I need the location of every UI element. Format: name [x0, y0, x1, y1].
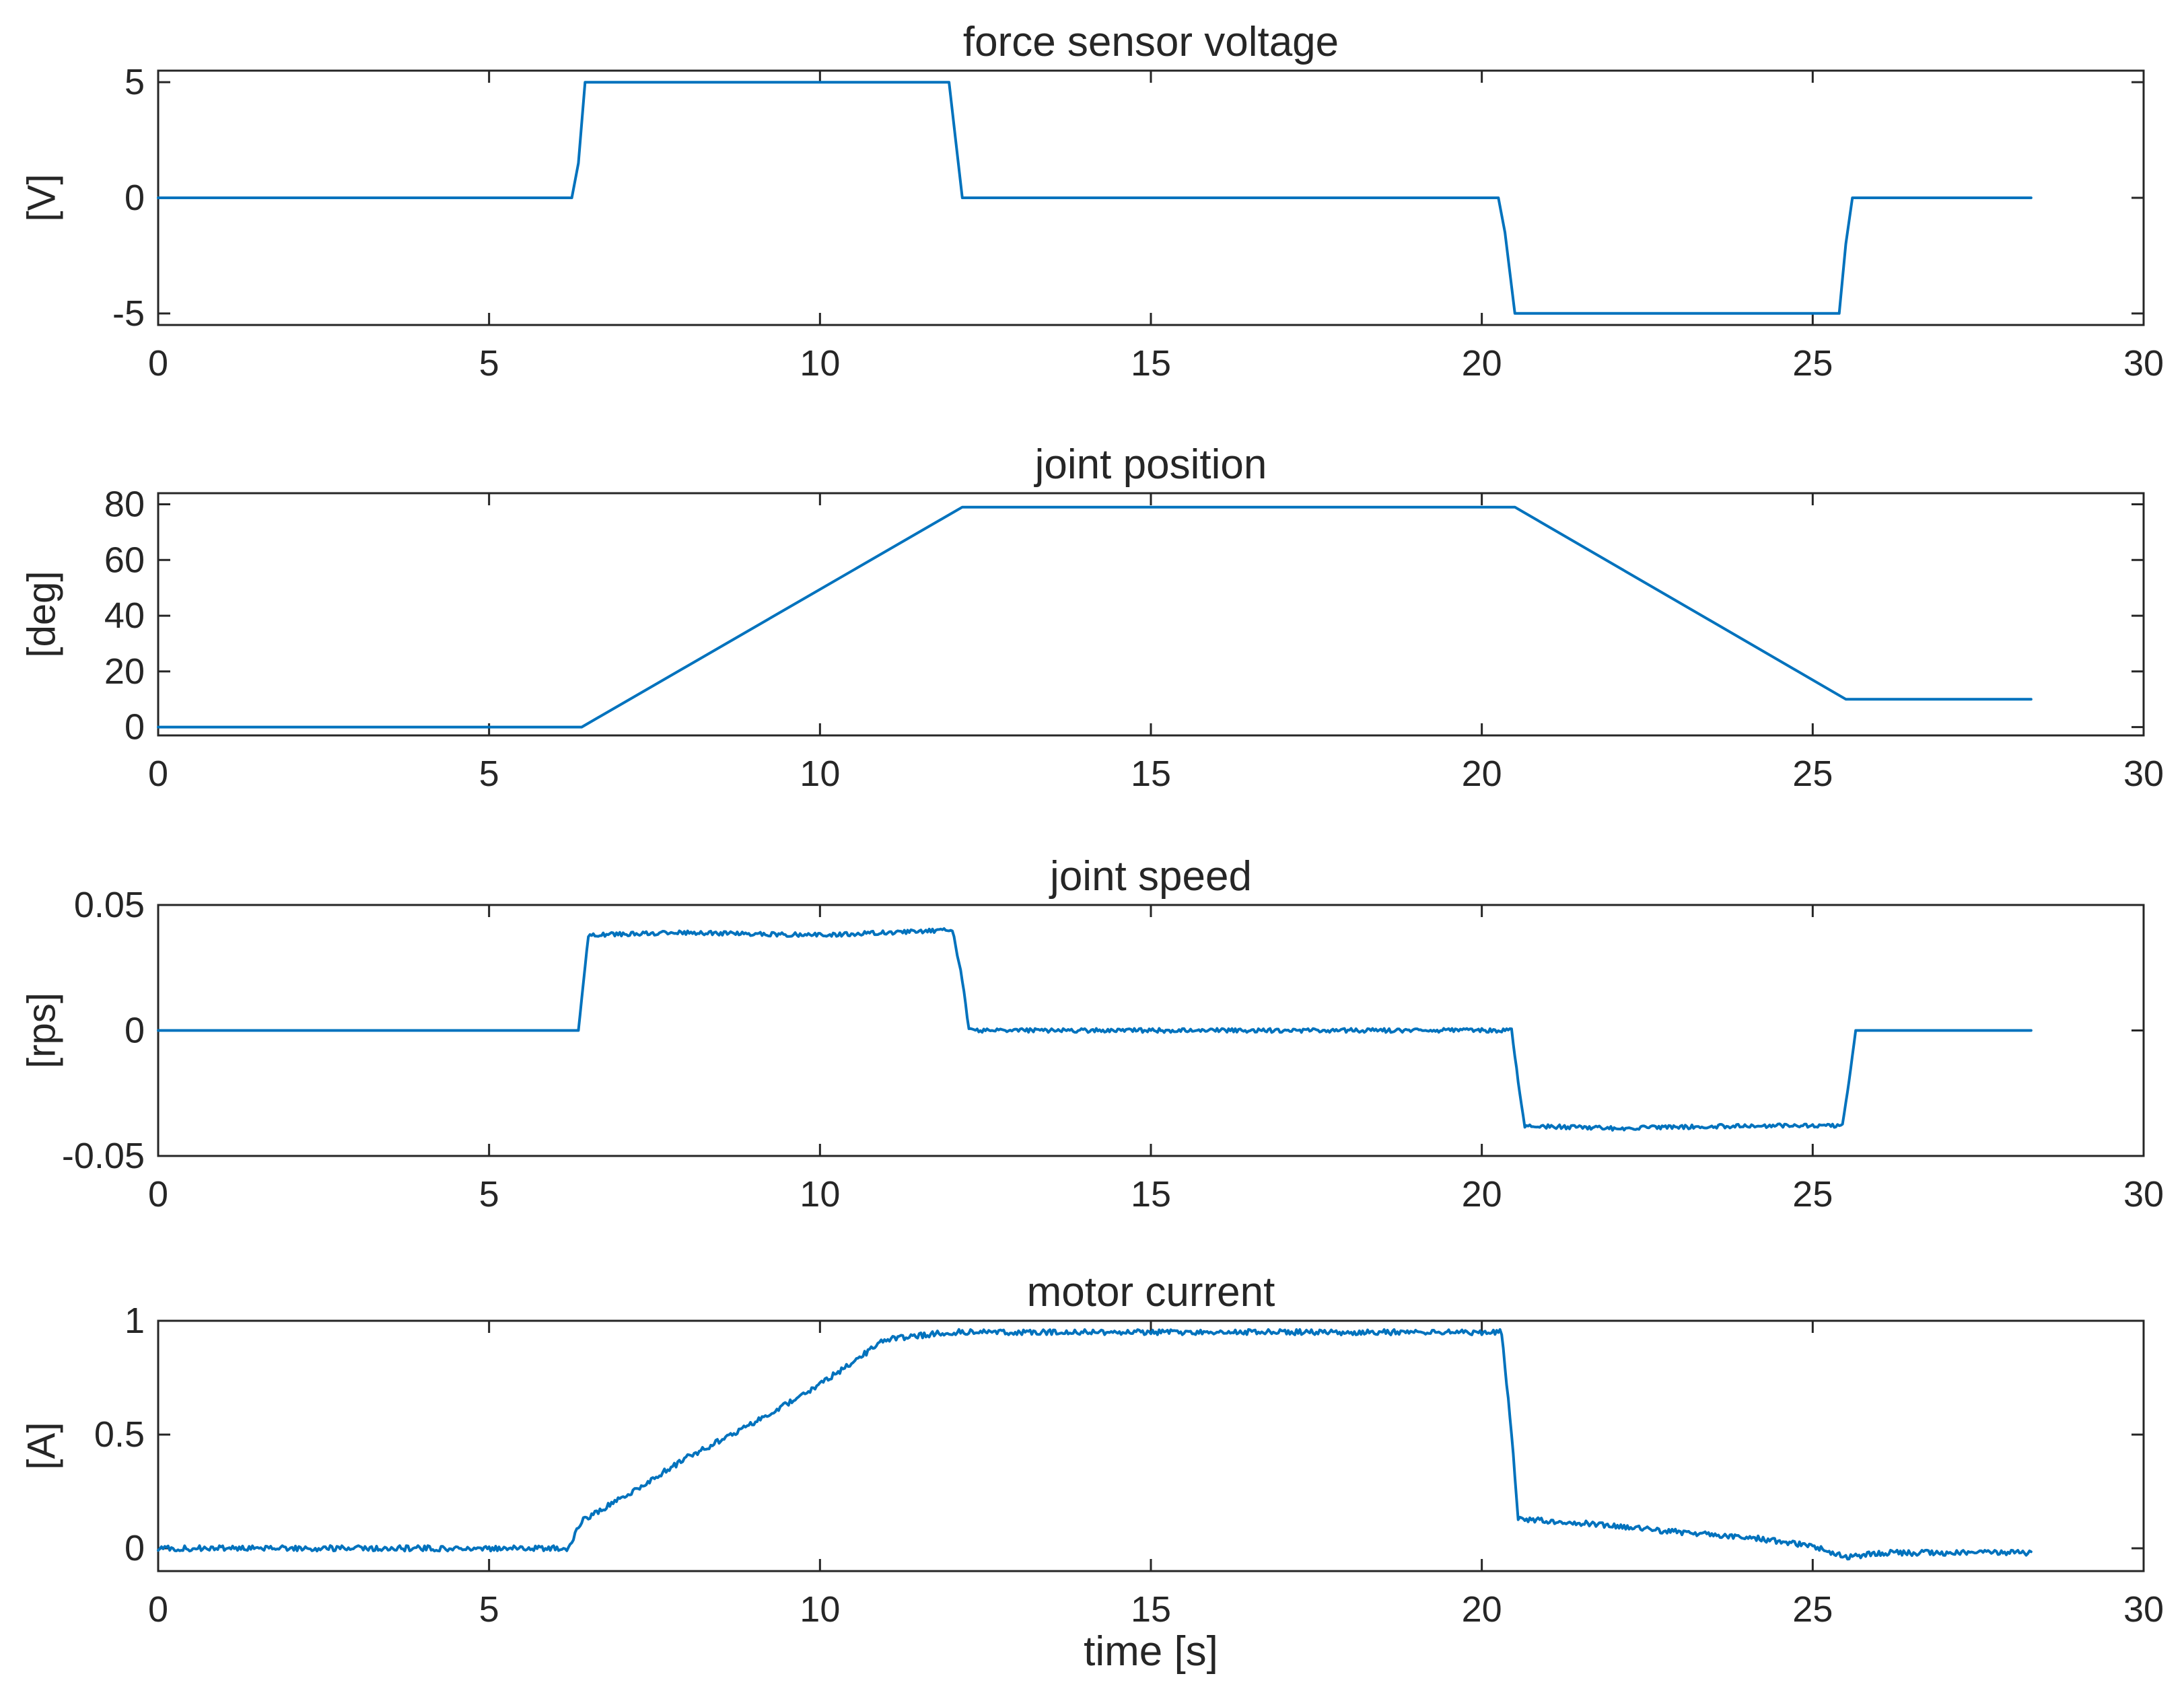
y-tick-label: 5 — [125, 62, 145, 102]
x-tick-label: 25 — [1792, 1174, 1833, 1214]
y-axis: 80 60 40 20 0 — [104, 484, 2144, 748]
x-tick-label: 30 — [2123, 754, 2164, 794]
x-tick-label: 30 — [2123, 1174, 2164, 1214]
x-tick-label: 15 — [1131, 754, 1171, 794]
plot-area — [157, 1319, 2145, 1572]
chart-title: force sensor voltage — [963, 19, 1339, 65]
subplot-joint-position: joint position 0 5 10 15 20 25 30 80 60 40 20 0 [d… — [20, 441, 2164, 794]
x-tick-label: 0 — [148, 1174, 168, 1214]
y-tick-label: 40 — [104, 595, 145, 636]
x-tick-label: 25 — [1792, 1589, 1833, 1630]
series-line — [157, 505, 2033, 729]
series-area — [157, 927, 2033, 1132]
subplot-motor-current: motor current 0 5 10 15 20 25 30 10.50 [A] tim… — [20, 1269, 2164, 1675]
y-axis: 0.05 0 -0.05 — [62, 885, 2144, 1176]
y-tick-label: 0 — [125, 1528, 145, 1568]
subplot-force-sensor-voltage: force sensor voltage 0 5 10 15 20 25 30 50-5 [… — [20, 19, 2164, 384]
x-tick-label: 20 — [1462, 343, 1502, 384]
y-tick-label: 20 — [104, 651, 145, 692]
x-tick-label: 15 — [1131, 1174, 1171, 1214]
y-tick-label: -0.05 — [62, 1136, 145, 1176]
y-axis-label: [deg] — [20, 571, 64, 658]
series-area — [157, 1328, 2033, 1561]
y-tick-label: 1 — [125, 1301, 145, 1341]
y-axis: 10.50 — [94, 1301, 2144, 1568]
x-tick-label: 25 — [1792, 754, 1833, 794]
x-tick-label: 10 — [800, 343, 840, 384]
y-tick-label: 0.5 — [94, 1414, 145, 1455]
x-tick-label: 20 — [1462, 754, 1502, 794]
series-line — [157, 1328, 2033, 1561]
x-axis-label: time [s] — [1084, 1628, 1218, 1675]
x-tick-label: 10 — [800, 1174, 840, 1214]
x-tick-label: 0 — [148, 343, 168, 384]
chart-title: joint speed — [1049, 853, 1252, 900]
y-axis-label: [V] — [20, 174, 64, 222]
series-area — [157, 505, 2033, 729]
y-axis-label: [A] — [20, 1422, 64, 1470]
x-tick-label: 5 — [479, 343, 499, 384]
y-tick-label: 0 — [125, 707, 145, 748]
x-axis: 0 5 10 15 20 25 30 — [148, 905, 2164, 1214]
x-tick-label: 20 — [1462, 1589, 1502, 1630]
x-axis: 0 5 10 15 20 25 30 — [148, 1321, 2164, 1630]
x-tick-label: 15 — [1131, 1589, 1171, 1630]
plot-area — [157, 492, 2145, 737]
subplot-joint-speed: joint speed 0 5 10 15 20 25 30 0.050-0.05 [rps… — [20, 853, 2164, 1214]
series-line — [157, 81, 2033, 315]
x-tick-label: 30 — [2123, 343, 2164, 384]
x-axis: 0 5 10 15 20 25 30 — [148, 71, 2164, 384]
x-tick-label: 10 — [800, 1589, 840, 1630]
y-tick-label: 0 — [125, 1011, 145, 1051]
y-tick-label: 60 — [104, 540, 145, 580]
x-tick-label: 5 — [479, 1174, 499, 1214]
y-tick-label: -5 — [112, 293, 145, 334]
x-tick-label: 20 — [1462, 1174, 1502, 1214]
series-area — [157, 81, 2033, 315]
y-tick-label: 0.05 — [74, 885, 145, 925]
series-line — [157, 927, 2033, 1132]
x-tick-label: 5 — [479, 1589, 499, 1630]
x-axis: 0 5 10 15 20 25 30 — [148, 493, 2164, 794]
chart-title: joint position — [1034, 441, 1267, 488]
chart-title: motor current — [1027, 1269, 1275, 1315]
y-tick-label: 0 — [125, 178, 145, 218]
x-tick-label: 15 — [1131, 343, 1171, 384]
x-tick-label: 30 — [2123, 1589, 2164, 1630]
x-tick-label: 10 — [800, 754, 840, 794]
x-tick-label: 0 — [148, 754, 168, 794]
x-tick-label: 5 — [479, 754, 499, 794]
x-tick-label: 25 — [1792, 343, 1833, 384]
y-tick-label: 80 — [104, 484, 145, 525]
y-axis-label: [rps] — [20, 992, 64, 1068]
x-tick-label: 0 — [148, 1589, 168, 1630]
